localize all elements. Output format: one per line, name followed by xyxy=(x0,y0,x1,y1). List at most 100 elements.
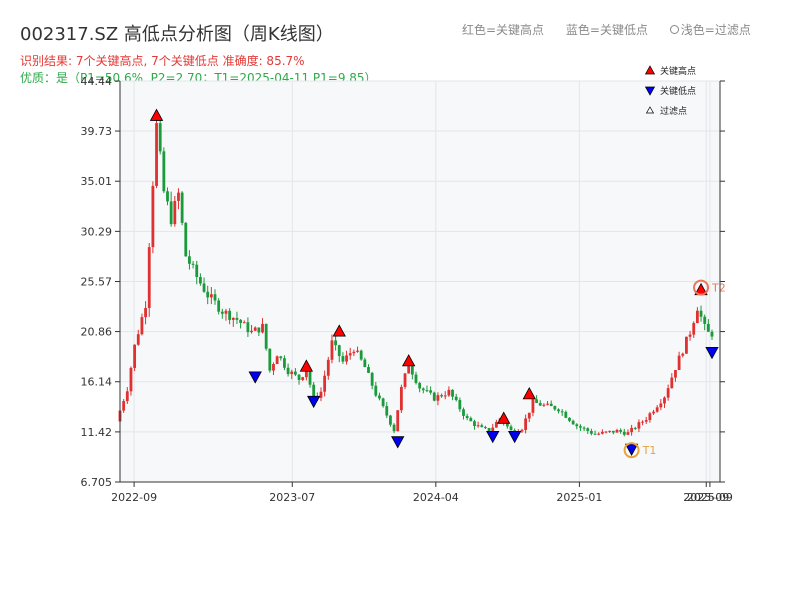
candle-body xyxy=(392,424,396,432)
y-tick-label: 6.705 xyxy=(81,476,113,489)
candle-body xyxy=(323,375,327,392)
candle-body xyxy=(443,395,447,397)
candle-body xyxy=(129,367,133,392)
candle-body xyxy=(279,356,283,359)
candle-body xyxy=(147,247,151,309)
key-high-marker xyxy=(522,387,536,400)
candle-body xyxy=(220,311,224,314)
candle-body xyxy=(688,334,692,337)
candle-body xyxy=(151,185,155,248)
candle-body xyxy=(162,151,166,192)
key-low-marker xyxy=(486,430,500,444)
candle-body xyxy=(469,418,473,422)
candle-body xyxy=(421,388,425,391)
candle-body xyxy=(538,402,542,406)
candle-body xyxy=(326,359,330,376)
candle-body xyxy=(626,432,630,435)
candle-body xyxy=(674,370,677,378)
candle-body xyxy=(458,399,462,410)
candle-body xyxy=(644,420,648,422)
candle-body xyxy=(125,391,129,402)
candle-body xyxy=(389,415,392,425)
candle-body xyxy=(173,200,177,225)
candle-body xyxy=(710,331,714,337)
candle-body xyxy=(213,294,217,301)
key-low-marker xyxy=(307,395,321,409)
candle-body xyxy=(195,264,199,278)
x-tick-label: 2022-09 xyxy=(111,491,157,504)
annotation-ring xyxy=(623,442,640,459)
candle-body xyxy=(560,411,564,413)
key-high-marker xyxy=(149,108,164,121)
candle-body xyxy=(611,430,615,433)
candle-body xyxy=(465,415,469,419)
candle-body xyxy=(494,421,498,428)
candle-body xyxy=(505,423,509,427)
candle-body xyxy=(524,418,528,430)
candle-body xyxy=(575,424,579,427)
candle-body xyxy=(359,350,363,360)
candle-body xyxy=(297,374,301,380)
x-tick-label: 2025-01 xyxy=(556,491,602,504)
key-high-marker xyxy=(402,354,416,367)
candle-body xyxy=(447,389,451,396)
candle-body xyxy=(250,330,253,333)
annotation-label: T2 xyxy=(711,282,726,295)
candle-body xyxy=(480,425,484,428)
candle-body xyxy=(370,372,374,386)
candle-body xyxy=(414,374,418,383)
candle-body xyxy=(622,431,626,435)
key-high-marker xyxy=(299,359,314,372)
candle-body xyxy=(432,392,436,401)
candle-body xyxy=(330,340,334,360)
y-tick-label: 44.44 xyxy=(81,75,113,88)
candle-body xyxy=(286,367,290,375)
candle-body xyxy=(652,411,655,414)
candle-body xyxy=(582,427,586,429)
legend-label: 关键低点 xyxy=(660,85,696,97)
candle-body xyxy=(520,429,524,432)
y-tick-label: 25.57 xyxy=(81,276,113,289)
candle-body xyxy=(403,373,407,387)
legend-light-text: 浅色=过滤点 xyxy=(680,23,751,37)
candle-body xyxy=(261,323,264,333)
annotation-label: T1 xyxy=(642,444,657,457)
y-tick-label: 30.29 xyxy=(81,225,113,238)
x-tick-label: 2024-04 xyxy=(413,491,459,504)
candle-body xyxy=(633,427,637,429)
candle-body xyxy=(345,355,348,362)
candle-body xyxy=(337,345,341,357)
candle-body xyxy=(308,370,312,385)
candle-body xyxy=(410,366,414,375)
x-tick-label: 2023-07 xyxy=(269,491,315,504)
result-text: 识别结果: 7个关键高点, 7个关键低点 准确度: 85.7% xyxy=(20,54,305,68)
candle-body xyxy=(699,310,703,317)
candle-body xyxy=(180,192,184,223)
candle-body xyxy=(122,401,126,411)
candle-body xyxy=(553,406,557,410)
candle-body xyxy=(166,191,169,202)
candle-body xyxy=(294,371,297,375)
legend-high-icon xyxy=(644,65,656,75)
candle-body xyxy=(275,356,279,365)
candle-body xyxy=(283,358,286,368)
candle-body xyxy=(579,426,582,428)
candle-body xyxy=(133,344,137,368)
candle-body xyxy=(531,399,535,413)
candle-body xyxy=(436,395,440,401)
candle-body xyxy=(440,395,443,397)
candle-body xyxy=(319,391,323,398)
candle-body xyxy=(535,399,538,403)
key-low-marker xyxy=(507,430,522,444)
candle-body xyxy=(473,421,476,426)
candle-body xyxy=(571,420,575,425)
candle-body xyxy=(487,428,491,433)
candle-body xyxy=(600,431,604,434)
x-tick-label: 2025-09 xyxy=(687,491,733,504)
candle-body xyxy=(484,427,487,429)
candle-body xyxy=(191,263,195,265)
candle-body xyxy=(462,409,465,416)
key-low-marker xyxy=(705,347,719,360)
annotation-ring xyxy=(693,279,710,296)
